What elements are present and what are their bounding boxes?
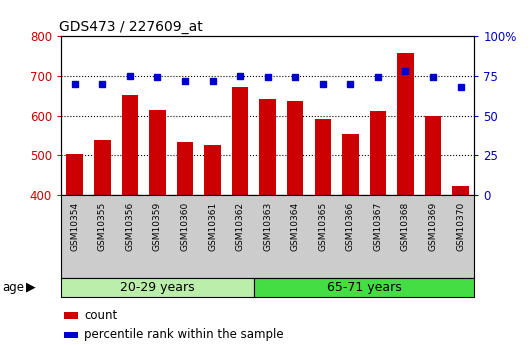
Text: 20-29 years: 20-29 years <box>120 281 195 294</box>
Text: GSM10370: GSM10370 <box>456 201 465 251</box>
Bar <box>121 95 138 195</box>
Text: GSM10361: GSM10361 <box>208 201 217 251</box>
Bar <box>254 278 474 297</box>
Text: GSM10365: GSM10365 <box>319 201 327 251</box>
Bar <box>94 140 111 195</box>
Bar <box>232 87 249 195</box>
Text: ▶: ▶ <box>26 281 36 294</box>
Bar <box>397 53 414 195</box>
Text: percentile rank within the sample: percentile rank within the sample <box>84 328 284 342</box>
Text: GSM10369: GSM10369 <box>429 201 437 251</box>
Bar <box>61 278 254 297</box>
Bar <box>176 142 193 195</box>
Text: GSM10362: GSM10362 <box>236 201 244 251</box>
Bar <box>259 99 276 195</box>
Text: GSM10364: GSM10364 <box>291 201 299 251</box>
Bar <box>66 154 83 195</box>
Text: GSM10354: GSM10354 <box>70 201 79 251</box>
Text: GDS473 / 227609_at: GDS473 / 227609_at <box>59 20 202 34</box>
Bar <box>369 111 386 195</box>
Text: age: age <box>3 281 25 294</box>
Bar <box>452 186 469 195</box>
Text: GSM10366: GSM10366 <box>346 201 355 251</box>
Bar <box>64 332 78 338</box>
Text: GSM10363: GSM10363 <box>263 201 272 251</box>
Text: count: count <box>84 309 117 322</box>
Bar <box>204 145 221 195</box>
Bar <box>425 116 441 195</box>
Text: GSM10359: GSM10359 <box>153 201 162 251</box>
Bar <box>342 134 359 195</box>
Bar <box>287 101 304 195</box>
Text: GSM10368: GSM10368 <box>401 201 410 251</box>
Bar <box>64 312 78 319</box>
Bar <box>149 110 166 195</box>
Text: GSM10367: GSM10367 <box>374 201 382 251</box>
Bar <box>314 119 331 195</box>
Text: 65-71 years: 65-71 years <box>326 281 402 294</box>
Text: GSM10360: GSM10360 <box>181 201 189 251</box>
Text: GSM10355: GSM10355 <box>98 201 107 251</box>
Text: GSM10356: GSM10356 <box>126 201 134 251</box>
